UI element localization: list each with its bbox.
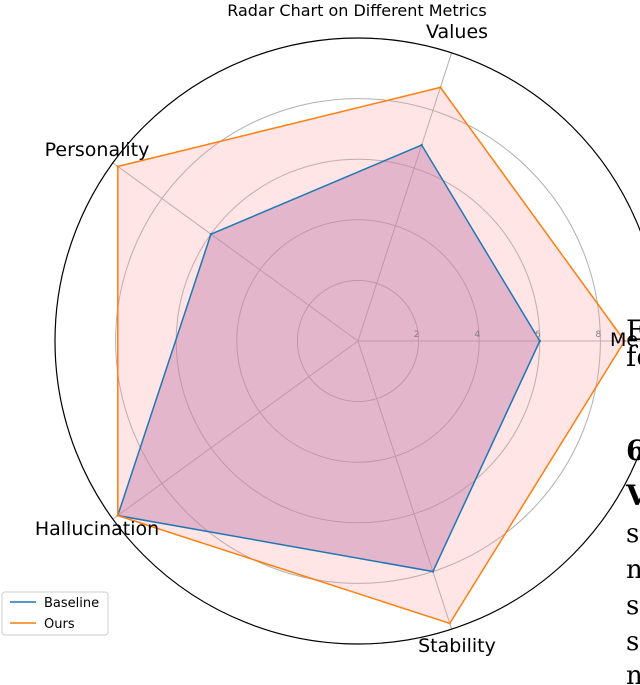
- series-fill-overlap: [117, 145, 540, 572]
- data-point-ours-memory: [623, 339, 626, 343]
- series-fill-baseline: [117, 145, 540, 572]
- axis-label-personality: Personality: [45, 139, 150, 161]
- background-paper-text: E fc 6 V s n s s n: [625, 314, 640, 685]
- data-point-baseline-personality: [209, 232, 213, 236]
- page-fragment-1: E: [626, 314, 640, 347]
- radar-grid: [54, 37, 640, 645]
- data-point-ours-stability: [448, 622, 451, 625]
- page-fragment-9: n: [626, 661, 640, 685]
- axis-label-memory: Me: [610, 329, 638, 351]
- tick-label-4: 4: [474, 330, 480, 340]
- series-line-ours: [117, 86, 626, 625]
- data-point-baseline-stability: [431, 570, 435, 573]
- radar-series: [116, 86, 626, 625]
- series-line-baseline: [116, 144, 541, 573]
- radar-tick-labels: 2 4 6 8: [414, 330, 602, 340]
- tick-label-2: 2: [414, 330, 420, 340]
- tick-label-6: 6: [535, 330, 541, 340]
- chart-legend: Baseline Ours: [1, 591, 109, 636]
- legend-label-ours: Ours: [44, 617, 75, 632]
- radar-outer-frame: [54, 37, 640, 645]
- page-fragment-4: V: [625, 479, 640, 512]
- grid-spoke-personality: [112, 162, 359, 342]
- axis-label-stability: Stability: [418, 635, 496, 657]
- data-point-baseline-values: [420, 143, 423, 147]
- page-fragment-6: n: [626, 555, 640, 585]
- chart-title: Radar Chart on Different Metrics: [227, 1, 487, 20]
- page-fragment-2: fc: [626, 340, 640, 373]
- tick-label-8: 8: [596, 330, 602, 340]
- data-point-ours-personality: [116, 165, 119, 168]
- page-fragment-8: s: [626, 627, 639, 657]
- legend-label-baseline: Baseline: [44, 596, 99, 611]
- grid-spoke-stability: [357, 340, 453, 630]
- data-point-ours-hallucination: [116, 514, 119, 517]
- radar-axis-labels: Me Values Personality Hallucination Stabilit…: [35, 21, 638, 657]
- page-fragment-7: s: [626, 591, 639, 621]
- axis-label-values: Values: [426, 21, 488, 43]
- series-fill-ours: [117, 87, 625, 624]
- page-fragment-5: s: [626, 519, 639, 549]
- data-point-ours-values: [439, 86, 442, 89]
- data-point-baseline-memory: [538, 339, 541, 343]
- axis-label-hallucination: Hallucination: [35, 518, 159, 540]
- grid-spoke-hallucination: [112, 340, 359, 520]
- grid-spoke-values: [357, 52, 453, 342]
- page-fragment-3: 6: [626, 434, 640, 467]
